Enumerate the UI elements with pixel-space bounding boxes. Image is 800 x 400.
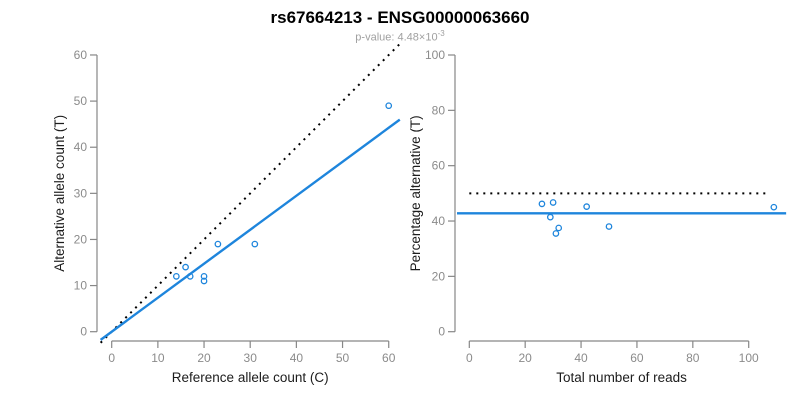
x-tick-label: 10: [151, 351, 165, 365]
x-tick-label: 50: [336, 351, 350, 365]
data-point: [172, 273, 180, 280]
y-tick-label: 100: [425, 48, 445, 62]
x-tick-label: 20: [197, 351, 211, 365]
data-point: [538, 200, 546, 208]
x-tick-label: 60: [630, 351, 644, 365]
y-tick-label: 30: [74, 186, 88, 200]
y-tick-label: 20: [432, 269, 446, 283]
y-tick-label: 60: [74, 48, 88, 62]
fit-line: [99, 118, 401, 341]
identity-line: [99, 43, 401, 344]
data-point: [546, 213, 554, 221]
data-point: [770, 203, 778, 211]
y-tick-label: 80: [432, 103, 446, 117]
data-point: [200, 277, 208, 285]
y-tick-label: 0: [80, 325, 87, 339]
data-point: [214, 240, 222, 248]
data-point: [555, 224, 563, 232]
y-tick-label: 40: [432, 214, 446, 228]
x-tick-label: 0: [466, 351, 473, 365]
x-tick-label: 60: [382, 351, 396, 365]
data-point: [182, 263, 189, 271]
data-point: [200, 273, 208, 280]
x-tick-label: 100: [739, 351, 759, 365]
x-tick-label: 20: [519, 351, 533, 365]
y-tick-label: 10: [74, 279, 88, 293]
data-point: [583, 203, 590, 210]
x-tick-label: 0: [108, 351, 115, 365]
data-point: [549, 199, 557, 206]
y-axis-title: Alternative allele count (T): [52, 115, 67, 272]
data-point: [605, 223, 613, 230]
y-tick-label: 60: [432, 159, 446, 173]
x-axis-title: Total number of reads: [556, 370, 687, 385]
data-point: [552, 230, 560, 237]
y-tick-label: 50: [74, 94, 88, 108]
y-axis-title: Percentage alternative (T): [408, 115, 423, 271]
data-point: [385, 102, 393, 110]
x-tick-label: 80: [686, 351, 700, 365]
x-tick-label: 40: [574, 351, 588, 365]
y-tick-label: 0: [438, 325, 445, 339]
x-tick-label: 30: [244, 351, 258, 365]
data-point: [251, 240, 259, 248]
y-tick-label: 40: [74, 140, 88, 154]
y-tick-label: 20: [74, 232, 88, 246]
x-axis-title: Reference allele count (C): [172, 370, 329, 385]
x-tick-label: 40: [290, 351, 304, 365]
